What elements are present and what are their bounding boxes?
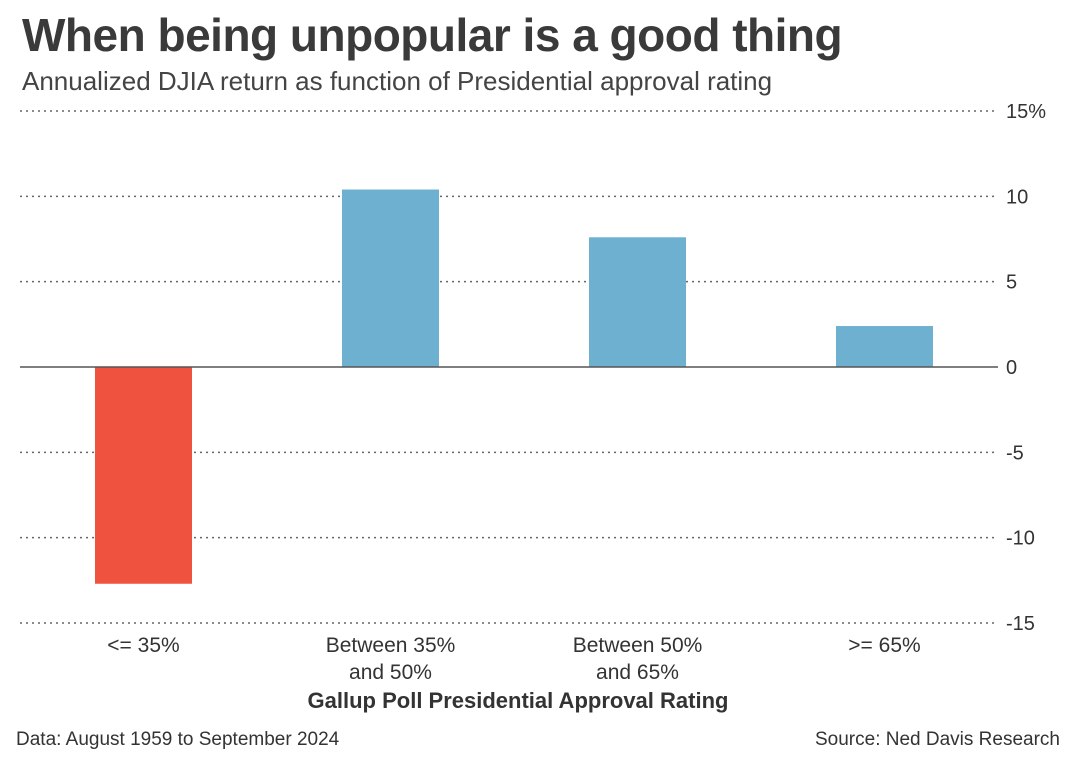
y-tick-label: 15% [1006,101,1046,123]
bar [342,189,439,367]
y-tick-label: -15 [1006,613,1035,635]
bar [95,367,192,584]
x-axis-title: Gallup Poll Presidential Approval Rating [307,688,729,713]
bar [836,326,933,367]
x-category-label: and 50% [349,661,432,684]
x-category-label: >= 65% [848,634,920,657]
source-note: Source: Ned Davis Research [815,729,1060,750]
bar [589,237,686,367]
y-axis-ticks: 15% 10 5 0 -5 -10 -15 [1006,101,1046,635]
data-range-note: Data: August 1959 to September 2024 [16,729,340,750]
bars [95,189,933,584]
x-category-label: and 65% [596,661,679,684]
chart-subtitle: Annualized DJIA return as function of Pr… [22,66,773,96]
y-tick-label: -10 [1006,528,1035,550]
chart-title: When being unpopular is a good thing [22,9,843,61]
y-tick-label: 10 [1006,186,1028,208]
y-tick-label: 5 [1006,272,1017,294]
x-category-label: <= 35% [107,634,179,657]
x-axis-categories: <= 35% Between 35% and 50% Between 50% and 6… [107,634,920,684]
x-category-label: Between 35% [326,634,456,657]
y-tick-label: -5 [1006,442,1024,464]
y-tick-label: 0 [1006,357,1017,379]
x-category-label: Between 50% [573,634,703,657]
